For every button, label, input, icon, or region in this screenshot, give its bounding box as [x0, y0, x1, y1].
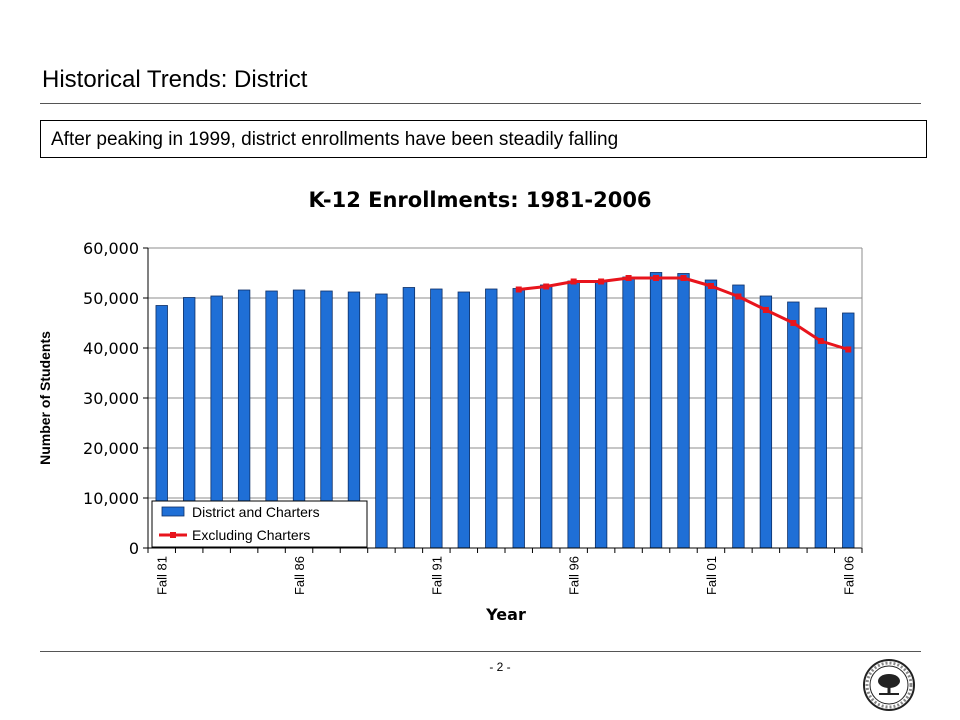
x-tick-label: Fall 81: [155, 556, 170, 595]
legend-bar-swatch: [161, 506, 185, 517]
line-point: [735, 293, 742, 300]
line-point: [653, 275, 660, 281]
x-tick-label: Fall 96: [567, 556, 582, 595]
bar: [759, 295, 773, 549]
title-divider: [40, 103, 921, 104]
bar: [732, 284, 745, 549]
district-seal-logo: [863, 659, 915, 711]
x-tick-label: Fall 91: [429, 556, 444, 595]
enrollment-chart: K-12 Enrollments: 1981-2006 0 10,000 20,00…: [37, 188, 863, 624]
line-point: [625, 275, 632, 281]
slide-title: Historical Trends: District: [42, 66, 308, 93]
line-point: [707, 283, 714, 289]
x-tick-label: Fall 06: [841, 556, 856, 595]
line-point: [790, 320, 797, 326]
y-tick-label: 20,000: [83, 439, 139, 458]
bar: [430, 288, 443, 549]
gridlines: [148, 247, 862, 499]
bar: [402, 287, 416, 549]
line-point: [817, 338, 824, 344]
line-point: [680, 275, 687, 281]
legend-label: District and Charters: [192, 504, 320, 520]
y-tick-label: 30,000: [83, 389, 139, 408]
callout-box: After peaking in 1999, district enrollme…: [40, 120, 927, 158]
x-tick-label: Fall 86: [292, 556, 307, 595]
y-tick-labels: 0 10,000 20,000 30,000 40,000 50,000 60,000: [83, 239, 148, 558]
bar: [649, 272, 663, 549]
callout-text: After peaking in 1999, district enrollme…: [51, 129, 619, 150]
bar: [704, 279, 718, 549]
line-point: [570, 278, 577, 285]
y-tick-label: 10,000: [83, 489, 139, 508]
x-axis-label: Year: [485, 605, 526, 624]
x-tick-label: Fall 01: [704, 556, 719, 595]
line-point: [762, 307, 769, 313]
line-point: [515, 286, 522, 293]
chart-title: K-12 Enrollments: 1981-2006: [308, 188, 651, 212]
legend-box: [151, 500, 368, 548]
bar: [540, 284, 553, 549]
bar: [375, 293, 388, 549]
bar-series: [155, 272, 855, 549]
legend-label: Excluding Charters: [192, 527, 310, 543]
bar: [622, 276, 635, 549]
chart-legend: District and Charters Excluding Charters: [151, 500, 368, 548]
line-point: [598, 278, 605, 285]
bar: [677, 273, 690, 549]
y-tick-label: 0: [129, 539, 139, 558]
legend-line-marker: [170, 532, 176, 538]
bar: [594, 280, 608, 549]
line-point: [845, 346, 852, 353]
bar: [457, 291, 470, 549]
y-tick-label: 60,000: [83, 239, 139, 258]
y-tick-label: 40,000: [83, 339, 139, 358]
line-series: [515, 275, 852, 353]
x-tick-labels: Fall 81 Fall 86 Fall 91 Fall 96 Fall 01 Fall …: [147, 548, 863, 595]
footer-divider: [40, 651, 921, 652]
bar: [485, 288, 498, 549]
y-tick-label: 50,000: [83, 289, 139, 308]
page-number: - 2 -: [489, 660, 511, 674]
bar: [787, 301, 800, 549]
bar: [512, 288, 525, 549]
bar: [567, 280, 580, 549]
y-axis-label: Number of Students: [37, 331, 53, 465]
line-point: [543, 283, 550, 290]
